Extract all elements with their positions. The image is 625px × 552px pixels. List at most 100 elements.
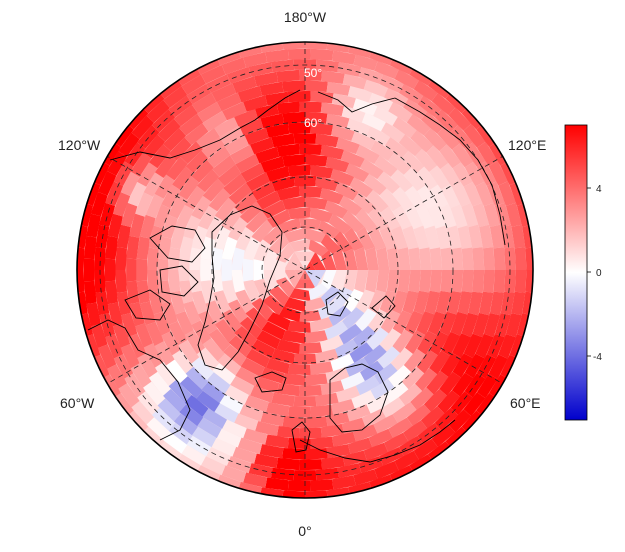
- anomaly-cell: [321, 70, 345, 84]
- anomaly-cell: [268, 233, 290, 255]
- canadian-archipelago-coast: [124, 225, 206, 321]
- anomaly-cell: [216, 92, 242, 112]
- anomaly-cell: [139, 214, 156, 239]
- anomaly-cell: [349, 176, 374, 198]
- anomaly-cell: [185, 150, 209, 174]
- anomaly-cell: [200, 258, 211, 282]
- anomaly-cell: [208, 328, 231, 352]
- anomaly-cell: [429, 247, 443, 270]
- anomaly-cell: [360, 158, 384, 180]
- greenland-coast: [197, 205, 283, 371]
- anomaly-cell: [379, 188, 402, 212]
- anomaly-cell: [429, 165, 451, 190]
- anomaly-cell: [227, 299, 248, 324]
- anomaly-cell: [232, 76, 257, 94]
- colorbar-ramp: [564, 124, 588, 421]
- anomaly-cell: [153, 311, 171, 336]
- novaya-zemlya-coast: [371, 295, 396, 319]
- anomaly-cell: [402, 290, 419, 315]
- anomaly-cell: [245, 307, 268, 330]
- anomaly-cell: [239, 201, 263, 224]
- anomaly-cell: [212, 155, 236, 177]
- anomaly-cell: [440, 270, 453, 293]
- anomaly-cell: [305, 373, 328, 386]
- anomaly-cell: [325, 367, 350, 384]
- anomaly-cell: [386, 270, 400, 293]
- anomaly-cell: [435, 225, 451, 250]
- anomaly-cell: [112, 192, 131, 217]
- anomaly-cell: [343, 248, 358, 270]
- anomaly-cell: [282, 490, 305, 498]
- anomaly-cell: [202, 408, 227, 429]
- anomaly-cell: [261, 199, 286, 219]
- anomaly-cell: [363, 344, 387, 367]
- anomaly-cell: [136, 353, 158, 378]
- anomaly-cell: [157, 236, 172, 260]
- anomaly-cell: [525, 247, 533, 270]
- anomaly-cell: [391, 290, 408, 315]
- siberia-coast: [394, 97, 506, 246]
- anomaly-cell: [324, 199, 349, 219]
- anomaly-cell: [419, 247, 432, 270]
- anomaly-cell: [351, 131, 376, 150]
- anomaly-cell: [201, 136, 226, 159]
- anomaly-cell: [429, 184, 449, 209]
- anomaly-cell: [162, 127, 187, 152]
- anomaly-cell: [145, 193, 164, 219]
- anomaly-cell: [334, 339, 359, 359]
- lat-label-50: 50°: [304, 66, 322, 80]
- anomaly-cell: [394, 69, 419, 90]
- anomaly-cell: [331, 431, 356, 447]
- anomaly-cell: [374, 461, 399, 480]
- anomaly-cell: [243, 52, 268, 68]
- anomaly-cell: [475, 181, 494, 207]
- anomaly-cell: [201, 381, 226, 404]
- anomaly-cell: [392, 116, 417, 139]
- anomaly-cell: [234, 191, 258, 215]
- anomaly-cell: [305, 270, 316, 280]
- anomaly-cell: [464, 161, 485, 187]
- anomaly-cell: [398, 383, 423, 406]
- anomaly-cell: [353, 469, 378, 486]
- anomaly-cell: [448, 107, 472, 131]
- anomaly-cell: [197, 101, 222, 123]
- anomaly-cell: [349, 342, 374, 364]
- anomaly-cell: [305, 260, 316, 270]
- anomaly-cell: [384, 136, 409, 159]
- anomaly-cell: [344, 227, 364, 251]
- anomaly-cell: [416, 204, 435, 229]
- anomaly-cell: [134, 323, 153, 348]
- anomaly-cell: [196, 390, 220, 413]
- anomaly-cell: [157, 258, 169, 282]
- anomaly-cell: [353, 54, 378, 71]
- anomaly-cell: [175, 311, 194, 336]
- anomaly-cell: [142, 134, 166, 159]
- anomaly-cell: [305, 490, 328, 498]
- anomaly-cell: [283, 297, 305, 313]
- anomaly-cell: [275, 242, 295, 263]
- anomaly-cell: [230, 375, 255, 396]
- meridian-60E-120W: [104, 154, 506, 386]
- anomaly-cell: [374, 155, 398, 177]
- anomaly-cell: [463, 333, 483, 359]
- anomaly-cell: [271, 175, 295, 192]
- anomaly-cell: [355, 375, 380, 396]
- anomaly-cell: [416, 349, 439, 374]
- anomaly-cell: [245, 348, 270, 368]
- anomaly-cell: [178, 340, 200, 364]
- anomaly-cell: [450, 204, 468, 229]
- anomaly-cell: [315, 175, 339, 192]
- anomaly-cell: [354, 247, 369, 270]
- anomaly-cell: [410, 387, 434, 411]
- anomaly-cell: [206, 146, 231, 168]
- anomaly-cell: [113, 354, 134, 379]
- anomaly-cell: [363, 79, 389, 98]
- anomaly-cell: [305, 154, 328, 167]
- anomaly-cell: [266, 312, 291, 331]
- anomaly-cell: [261, 321, 286, 341]
- anomaly-cell: [231, 270, 245, 293]
- anomaly-cell: [200, 280, 216, 304]
- anomaly-cell: [461, 410, 485, 434]
- anomaly-cell: [450, 391, 473, 415]
